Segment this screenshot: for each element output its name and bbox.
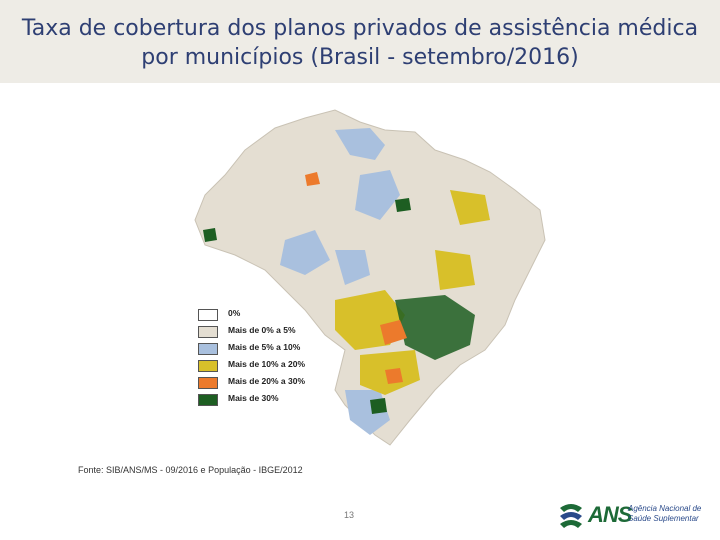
legend-item-3: Mais de 10% a 20% bbox=[198, 359, 328, 372]
region-orange-southeast bbox=[380, 320, 407, 345]
legend-item-5: Mais de 30% bbox=[198, 393, 328, 406]
page-number: 13 bbox=[344, 510, 355, 520]
legend-label: 0% bbox=[228, 308, 241, 318]
legend-swatch bbox=[198, 343, 218, 355]
region-blue-north bbox=[335, 128, 385, 160]
ans-logo-icon bbox=[560, 504, 582, 528]
legend-item-2: Mais de 5% a 10% bbox=[198, 342, 328, 355]
legend-swatch bbox=[198, 326, 218, 338]
legend-swatch bbox=[198, 394, 218, 406]
region-green-southeast bbox=[395, 295, 475, 360]
legend-item-0: 0% bbox=[198, 308, 328, 321]
logo-line-2: Saúde Suplementar bbox=[628, 514, 699, 523]
region-blue-amazon bbox=[355, 170, 400, 220]
legend-label: Mais de 5% a 10% bbox=[228, 342, 301, 352]
logo-full-name: Agência Nacional de Saúde Suplementar bbox=[628, 504, 708, 524]
legend-item-1: Mais de 0% a 5% bbox=[198, 325, 328, 338]
legend-label: Mais de 20% a 30% bbox=[228, 376, 306, 386]
slide-title: Taxa de cobertura dos planos privados de… bbox=[20, 14, 700, 72]
region-orange-west bbox=[305, 172, 320, 186]
legend-swatch bbox=[198, 309, 218, 321]
region-green-south bbox=[370, 398, 387, 414]
region-yellow-east bbox=[435, 250, 475, 290]
region-yellow-northeast bbox=[450, 190, 490, 225]
brazil-coverage-map bbox=[194, 109, 546, 446]
legend-swatch bbox=[198, 360, 218, 372]
region-green-north bbox=[395, 198, 411, 212]
logo-abbr: ANS bbox=[588, 502, 632, 527]
title-line-1: Taxa de cobertura dos planos privados de… bbox=[21, 16, 699, 41]
source-note: Fonte: SIB/ANS/MS - 09/2016 e População … bbox=[78, 465, 303, 475]
region-blue-west bbox=[280, 230, 330, 275]
legend-label: Mais de 0% a 5% bbox=[228, 325, 296, 335]
legend-item-4: Mais de 20% a 30% bbox=[198, 376, 328, 389]
legend-label: Mais de 10% a 20% bbox=[228, 359, 306, 369]
title-line-2: por municípios (Brasil - setembro/2016) bbox=[141, 45, 579, 70]
logo-line-1: Agência Nacional de bbox=[628, 504, 702, 513]
region-orange-south bbox=[385, 368, 403, 384]
region-blue-central bbox=[335, 250, 370, 285]
title-band: Taxa de cobertura dos planos privados de… bbox=[0, 0, 720, 83]
legend-swatch bbox=[198, 377, 218, 389]
ans-logo: ANS Agência Nacional de Saúde Suplementa… bbox=[556, 496, 708, 532]
region-green-northwest bbox=[203, 228, 217, 242]
legend-label: Mais de 30% bbox=[228, 393, 279, 403]
